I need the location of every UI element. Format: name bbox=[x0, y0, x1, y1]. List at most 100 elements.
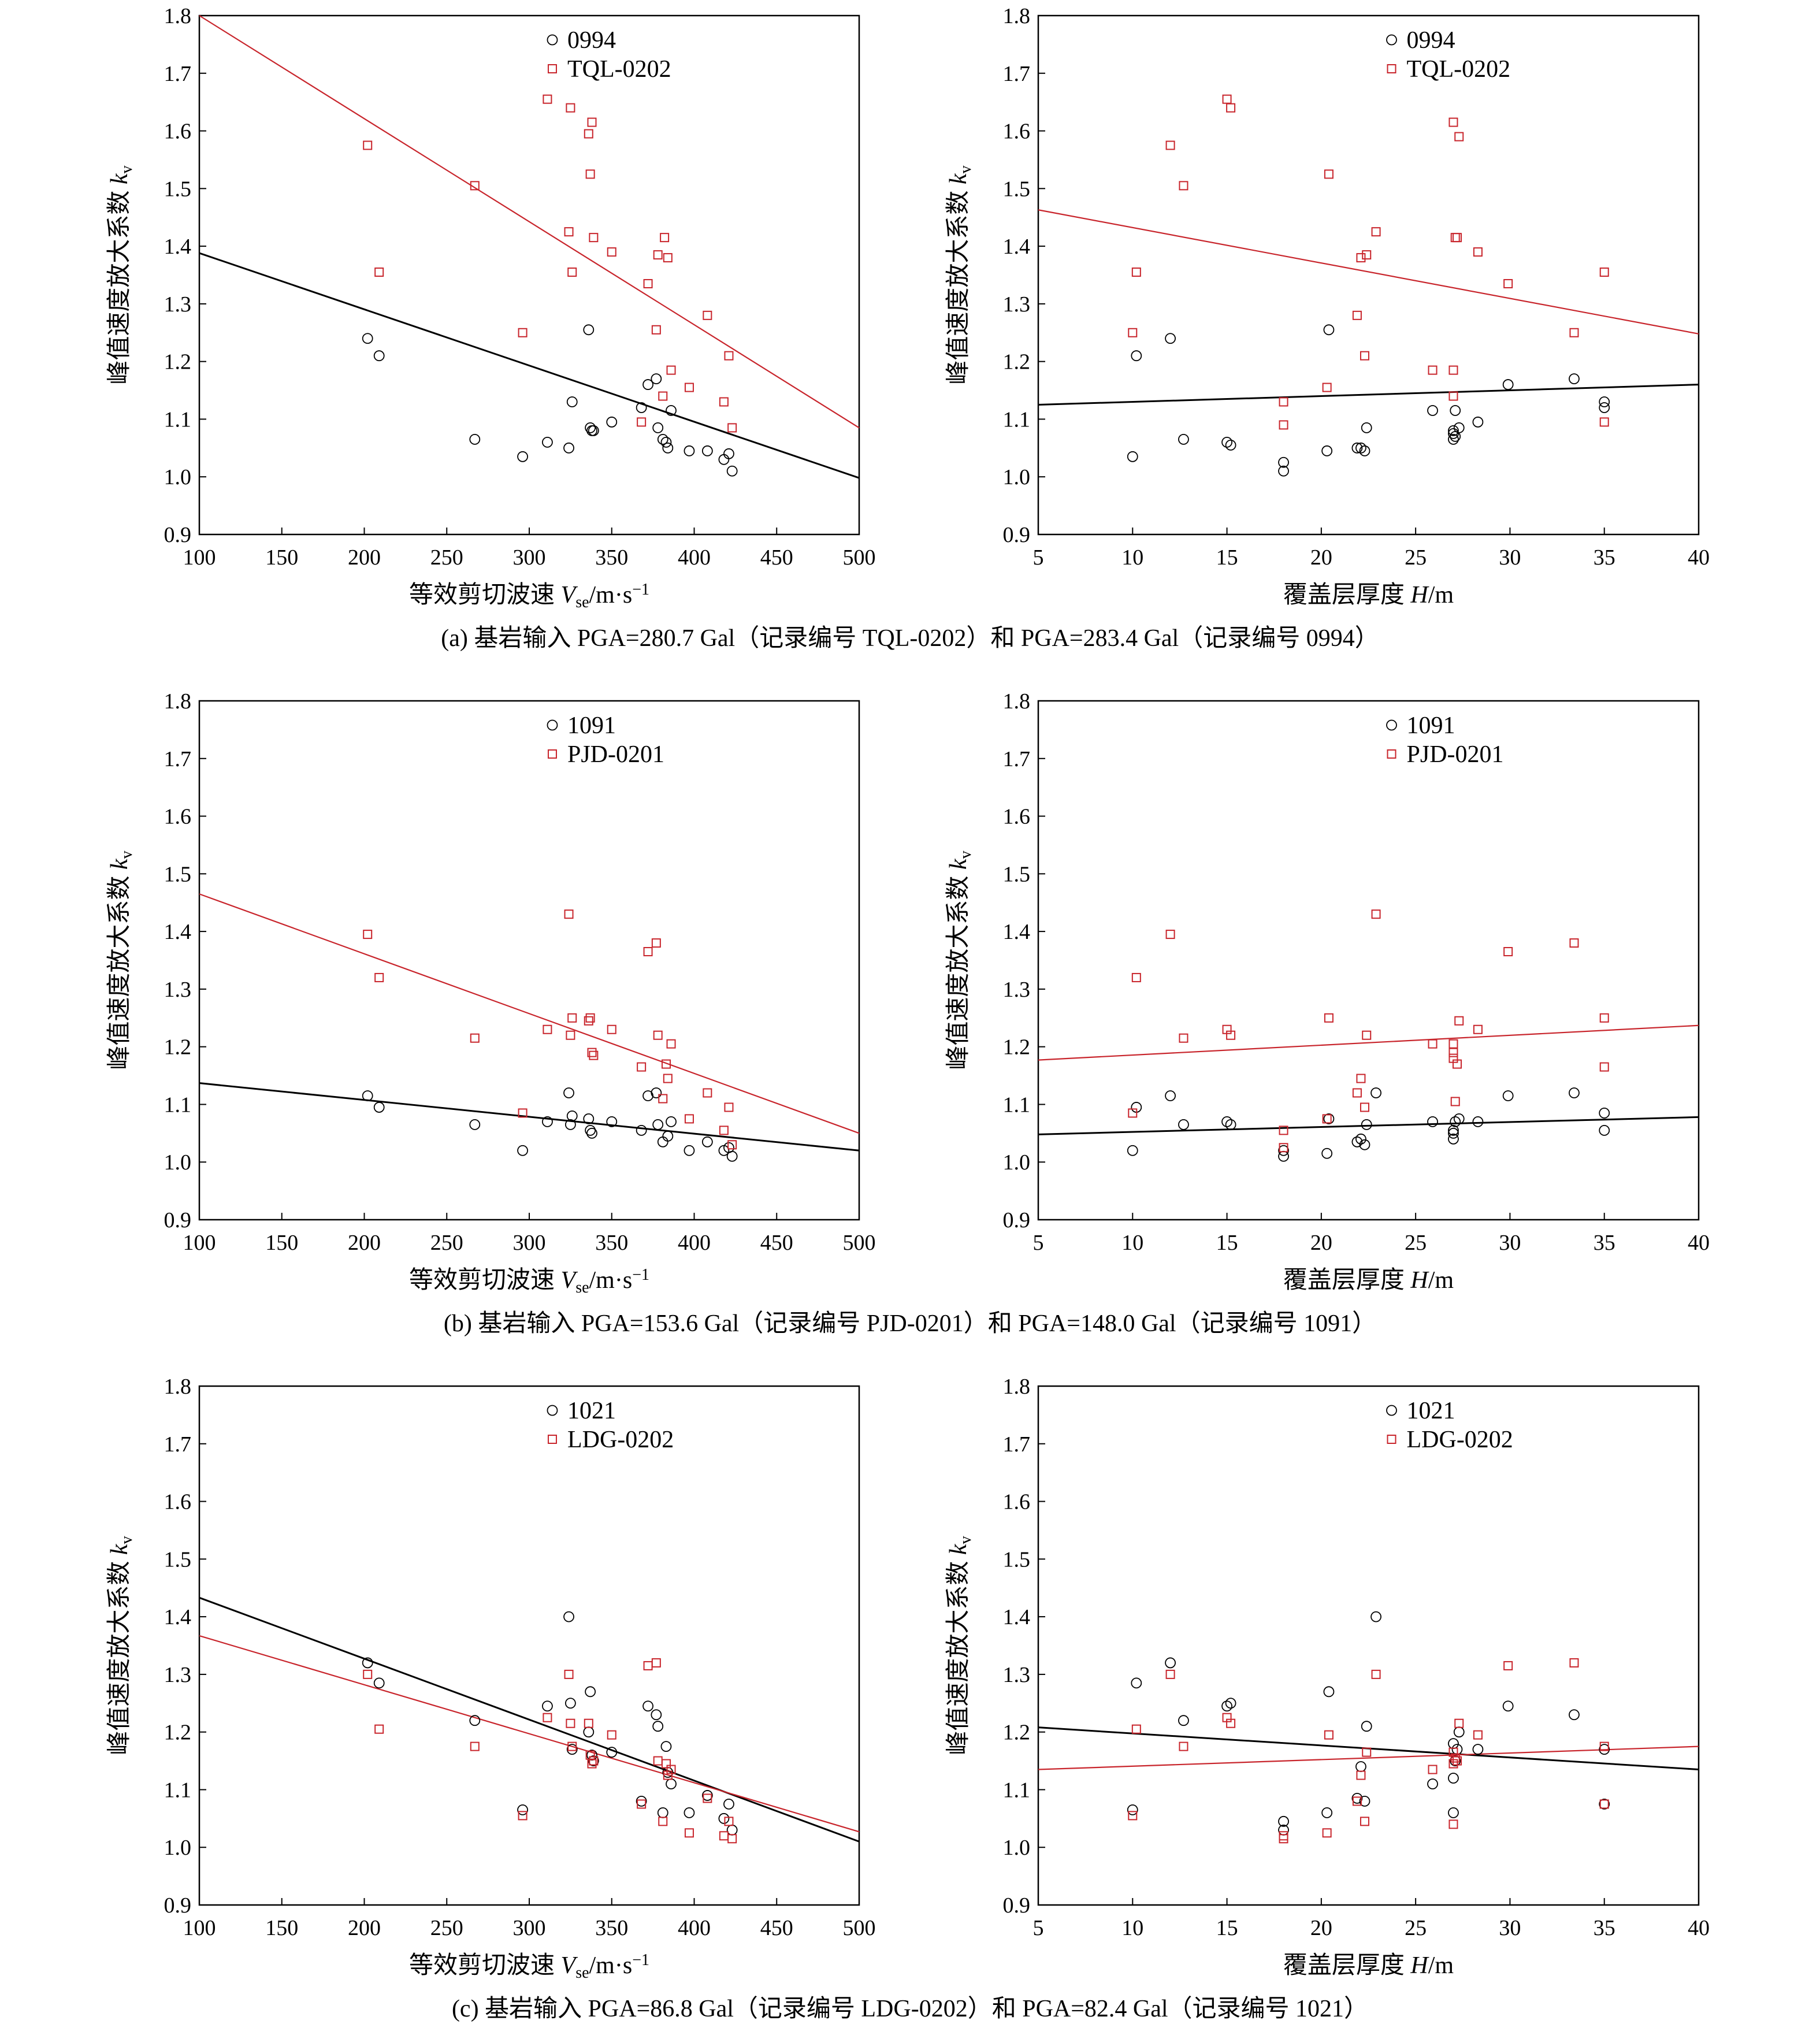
data-point-TQL-0202 bbox=[567, 268, 577, 277]
data-point-1091 bbox=[1502, 1090, 1514, 1101]
x-tick-label: 5 bbox=[1033, 1916, 1044, 1940]
data-point-PJD-0201 bbox=[1569, 938, 1579, 948]
fit-line-0994 bbox=[1038, 384, 1699, 406]
x-tick-label: 40 bbox=[1688, 1231, 1710, 1255]
x-axis-label: 等效剪切波速 Vse/m·s−1 bbox=[409, 581, 649, 611]
data-point-TQL-0202 bbox=[1448, 391, 1458, 401]
data-point-0994 bbox=[1427, 405, 1438, 416]
data-point-TQL-0202 bbox=[585, 169, 595, 179]
x-tick-label: 25 bbox=[1405, 545, 1427, 570]
y-tick-label: 1.8 bbox=[164, 1375, 192, 1399]
data-point-LDG-0202 bbox=[1360, 1817, 1369, 1826]
y-tick-label: 1.2 bbox=[1003, 1721, 1031, 1745]
data-point-1091 bbox=[566, 1111, 578, 1121]
y-tick-label: 1.0 bbox=[164, 1836, 192, 1860]
data-point-0994 bbox=[1278, 456, 1289, 468]
y-tick-label: 1.1 bbox=[1003, 1093, 1031, 1117]
x-tick-label: 200 bbox=[348, 1231, 381, 1255]
data-point-1091 bbox=[1427, 1116, 1438, 1127]
data-point-TQL-0202 bbox=[374, 268, 384, 277]
data-point-1021 bbox=[652, 1721, 664, 1732]
data-point-0994 bbox=[1131, 350, 1142, 362]
data-point-PJD-0201 bbox=[666, 1039, 676, 1049]
y-tick-label: 1.6 bbox=[164, 120, 192, 144]
y-tick-label: 1.8 bbox=[1003, 689, 1031, 714]
data-point-PJD-0201 bbox=[566, 1030, 575, 1040]
data-point-LDG-0202 bbox=[1352, 1796, 1362, 1806]
data-point-1021 bbox=[1472, 1744, 1484, 1755]
data-point-1021 bbox=[1355, 1761, 1366, 1772]
x-tick-label: 10 bbox=[1121, 1231, 1143, 1255]
chart-panel-c-right: 0.9 1.0 1.1 1.2 1.3 1.4 1.5 1.6 1.7 1.8 5 10 15 20 25 3… bbox=[945, 1375, 1710, 1979]
data-point-PJD-0201 bbox=[1179, 1033, 1188, 1043]
legend-label: 0994 bbox=[567, 27, 616, 54]
data-point-0994 bbox=[1165, 333, 1176, 344]
x-tick-label: 30 bbox=[1499, 1231, 1521, 1255]
data-point-LDG-0202 bbox=[1599, 1799, 1609, 1809]
data-point-TQL-0202 bbox=[543, 94, 552, 104]
legend-label: 0994 bbox=[1407, 27, 1455, 54]
data-point-1091 bbox=[1472, 1116, 1484, 1127]
fit-line-1091 bbox=[1038, 1116, 1699, 1135]
data-point-TQL-0202 bbox=[1503, 278, 1513, 288]
x-tick-label: 250 bbox=[430, 1916, 463, 1940]
data-point-1021 bbox=[636, 1795, 647, 1807]
data-point-PJD-0201 bbox=[651, 938, 661, 948]
data-point-TQL-0202 bbox=[470, 181, 480, 191]
data-point-1021 bbox=[583, 1726, 595, 1738]
data-point-PJD-0201 bbox=[567, 1013, 577, 1023]
data-point-PJD-0201 bbox=[727, 1140, 737, 1150]
y-tick-label: 1.3 bbox=[164, 292, 192, 317]
y-tick-label: 1.7 bbox=[1003, 62, 1031, 86]
data-point-1091 bbox=[373, 1102, 385, 1113]
y-tick-label: 1.5 bbox=[164, 177, 192, 201]
data-point-0994 bbox=[1502, 379, 1514, 390]
data-point-PJD-0201 bbox=[518, 1108, 528, 1118]
y-tick-label: 1.7 bbox=[164, 1432, 192, 1457]
data-point-1021 bbox=[726, 1824, 738, 1836]
legend-marker-circle bbox=[547, 1405, 558, 1416]
x-tick-label: 10 bbox=[1121, 1916, 1143, 1940]
data-point-0994 bbox=[1351, 442, 1363, 454]
x-tick-label: 20 bbox=[1310, 1231, 1332, 1255]
data-point-0994 bbox=[566, 396, 578, 407]
chart-panel-b-left: 0.9 1.0 1.1 1.2 1.3 1.4 1.5 1.6 1.7 1.8 100 150 200 2… bbox=[106, 689, 876, 1297]
data-point-1091 bbox=[726, 1150, 738, 1162]
x-tick-label: 150 bbox=[265, 1231, 298, 1255]
legend-marker-circle bbox=[1386, 719, 1397, 731]
x-tick-label: 40 bbox=[1688, 545, 1710, 570]
data-point-PJD-0201 bbox=[585, 1013, 595, 1023]
x-tick-label: 10 bbox=[1121, 545, 1143, 570]
legend-label: TQL-0202 bbox=[567, 56, 671, 83]
data-point-LDG-0202 bbox=[1128, 1811, 1138, 1821]
fit-line-PJD-0201 bbox=[199, 893, 860, 1134]
y-tick-label: 1.6 bbox=[1003, 805, 1031, 829]
y-tick-label: 1.8 bbox=[164, 689, 192, 714]
x-tick-label: 40 bbox=[1688, 1916, 1710, 1940]
data-point-TQL-0202 bbox=[1454, 132, 1464, 142]
fit-line-0994 bbox=[199, 252, 860, 479]
data-point-LDG-0202 bbox=[1448, 1819, 1458, 1829]
data-point-0994 bbox=[1599, 396, 1610, 407]
data-point-TQL-0202 bbox=[719, 397, 729, 407]
data-point-0994 bbox=[1453, 422, 1465, 433]
y-tick-label: 1.7 bbox=[164, 62, 192, 86]
plot-frame bbox=[198, 14, 860, 536]
data-point-TQL-0202 bbox=[1131, 268, 1141, 277]
data-point-0994 bbox=[585, 422, 596, 433]
data-point-0994 bbox=[362, 333, 373, 344]
data-point-TQL-0202 bbox=[658, 391, 668, 401]
data-point-PJD-0201 bbox=[1279, 1126, 1288, 1135]
y-tick-label: 1.8 bbox=[1003, 4, 1031, 28]
x-tick-label: 300 bbox=[513, 545, 546, 570]
data-point-0994 bbox=[657, 433, 668, 445]
data-point-LDG-0202 bbox=[653, 1756, 663, 1766]
data-point-TQL-0202 bbox=[1128, 328, 1138, 337]
y-tick-label: 0.9 bbox=[1003, 1208, 1031, 1232]
data-point-1021 bbox=[666, 1778, 677, 1789]
x-tick-label: 20 bbox=[1310, 1916, 1332, 1940]
y-tick-label: 1.3 bbox=[1003, 292, 1031, 317]
data-point-PJD-0201 bbox=[589, 1050, 599, 1060]
y-tick-label: 1.1 bbox=[1003, 1778, 1031, 1802]
